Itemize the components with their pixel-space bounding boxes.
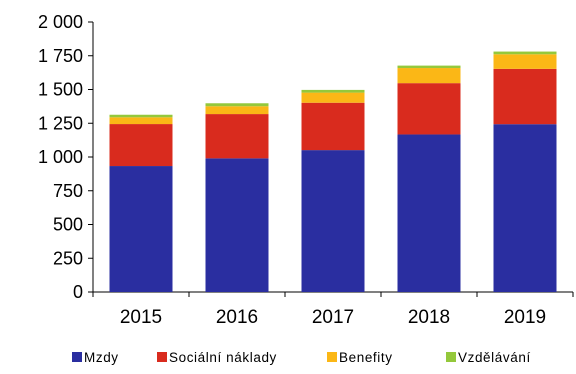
bar-segment-vzd-l-v-n--2019 xyxy=(493,51,557,55)
bar-segment-mzdy-2017 xyxy=(301,150,365,292)
y-tick-label: 1 750 xyxy=(38,46,83,66)
y-tick-label: 1 000 xyxy=(38,147,83,167)
x-tick-label: 2017 xyxy=(312,307,354,328)
bar-segment-soci-ln-n-klady-2017 xyxy=(301,102,365,151)
bar-segment-benefity-2018 xyxy=(397,68,461,84)
legend-label: Vzdělávání xyxy=(458,350,531,365)
y-tick-label: 1 500 xyxy=(38,80,83,100)
y-tick-label: 1 250 xyxy=(38,113,83,133)
y-tick-label: 250 xyxy=(53,248,83,268)
bar-segment-soci-ln-n-klady-2016 xyxy=(205,114,269,159)
y-tick-label: 0 xyxy=(73,282,83,302)
legend-swatch xyxy=(157,352,167,362)
bar-segment-soci-ln-n-klady-2019 xyxy=(493,68,557,125)
legend-swatch xyxy=(327,352,337,362)
y-tick-label: 2 000 xyxy=(38,12,83,32)
bar-segment-vzd-l-v-n--2015 xyxy=(109,114,173,118)
bar-segment-benefity-2016 xyxy=(205,106,269,115)
bar-segment-mzdy-2015 xyxy=(109,166,173,292)
bar-segment-soci-ln-n-klady-2018 xyxy=(397,83,461,135)
legend-swatch xyxy=(72,352,82,362)
legend-label: Benefity xyxy=(339,350,393,365)
bar-segment-vzd-l-v-n--2016 xyxy=(205,103,269,107)
bar-segment-benefity-2015 xyxy=(109,117,173,125)
x-tick-label: 2016 xyxy=(216,307,258,328)
bar-segment-soci-ln-n-klady-2015 xyxy=(109,124,173,167)
y-tick-label: 500 xyxy=(53,215,83,235)
bar-segment-benefity-2017 xyxy=(301,92,365,103)
legend-label: Sociální náklady xyxy=(169,350,277,365)
bar-segment-mzdy-2016 xyxy=(205,158,269,292)
x-tick-label: 2018 xyxy=(408,307,450,328)
legend-label: Mzdy xyxy=(84,350,119,365)
x-tick-label: 2019 xyxy=(504,307,546,328)
legend-swatch xyxy=(446,352,456,362)
bar-segment-mzdy-2018 xyxy=(397,134,461,292)
bar-segment-mzdy-2019 xyxy=(493,124,557,292)
bar-segment-benefity-2019 xyxy=(493,54,557,69)
x-tick-label: 2015 xyxy=(120,307,162,328)
bar-segment-vzd-l-v-n--2017 xyxy=(301,89,365,93)
y-tick-label: 750 xyxy=(53,181,83,201)
bar-segment-vzd-l-v-n--2018 xyxy=(397,65,461,69)
